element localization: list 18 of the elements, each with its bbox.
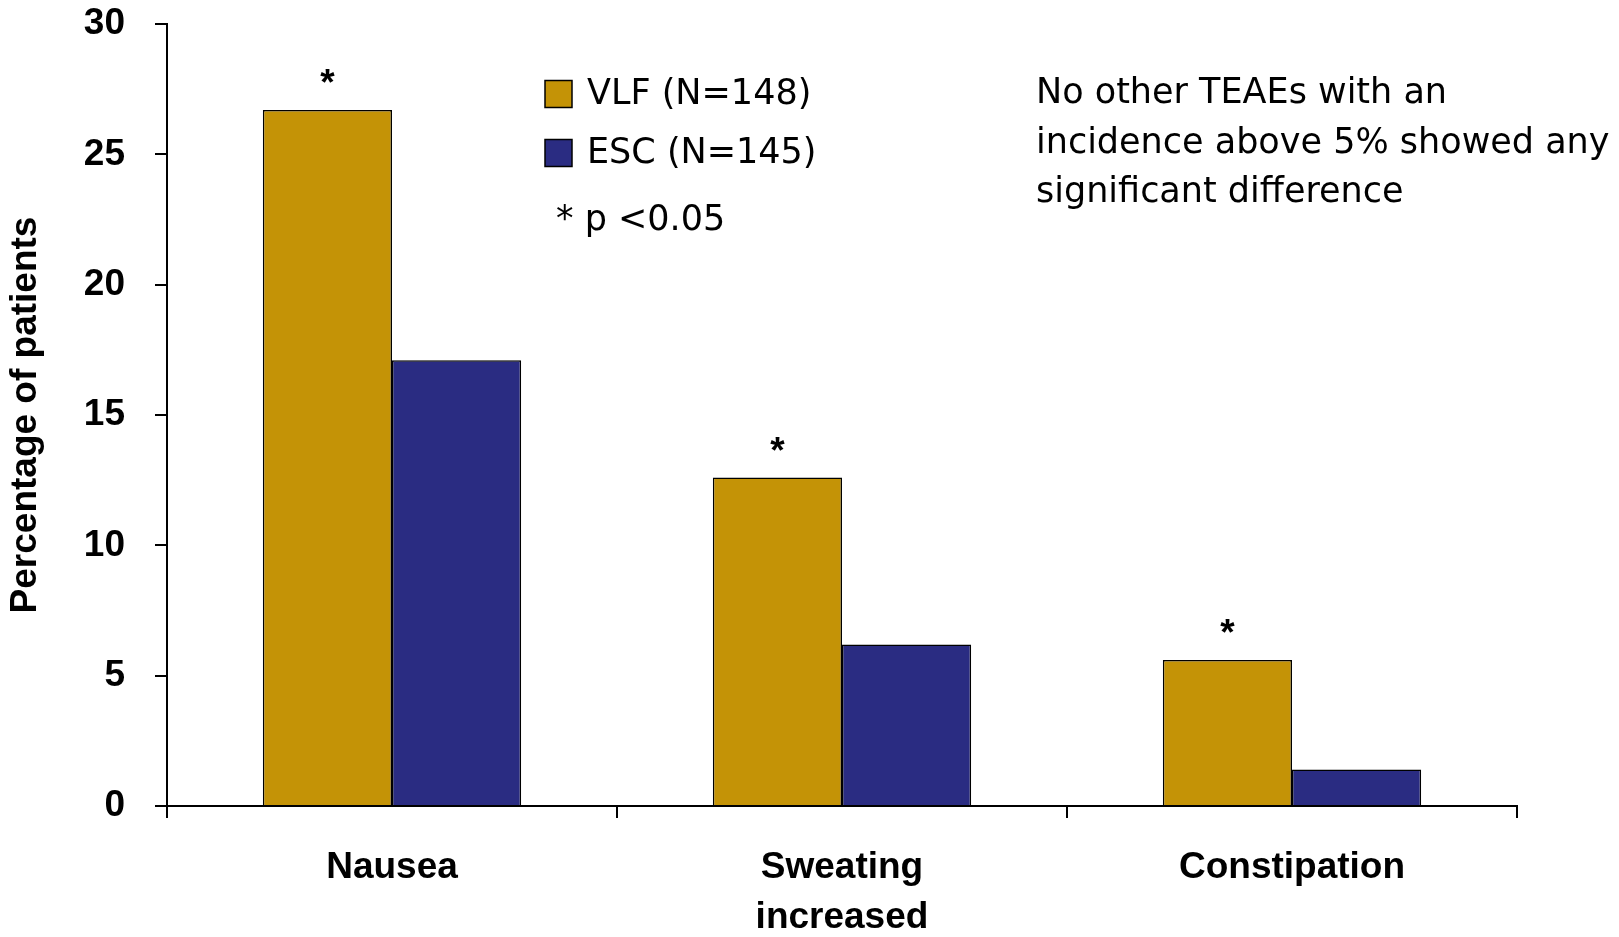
y-tick-label: 25	[83, 131, 125, 173]
y-axis-title: Percentage of patients	[3, 216, 45, 614]
annotation: *	[770, 429, 786, 471]
x-tick-label: Nausea	[326, 845, 459, 887]
legend-label: ESC (N=145)	[587, 131, 817, 172]
annotation: No other TEAEs with an incidence above 5% showed any significant difference	[1036, 70, 1611, 213]
y-tick-label: 30	[83, 1, 125, 43]
y-tick-label: 10	[83, 522, 125, 564]
y-tick-label: 15	[83, 392, 125, 434]
y-tick-label: 5	[104, 652, 125, 694]
annotation: *	[1220, 612, 1236, 654]
y-tick-label: 20	[83, 261, 125, 303]
x-tick-label: Constipation	[1178, 845, 1406, 887]
annotation: *	[320, 62, 336, 104]
y-tick-label: 0	[104, 783, 125, 825]
legend-label: VLF (N=148)	[587, 72, 812, 113]
annotation: * p <0.05	[556, 197, 726, 240]
x-tick-label: Sweating increased	[755, 845, 929, 937]
